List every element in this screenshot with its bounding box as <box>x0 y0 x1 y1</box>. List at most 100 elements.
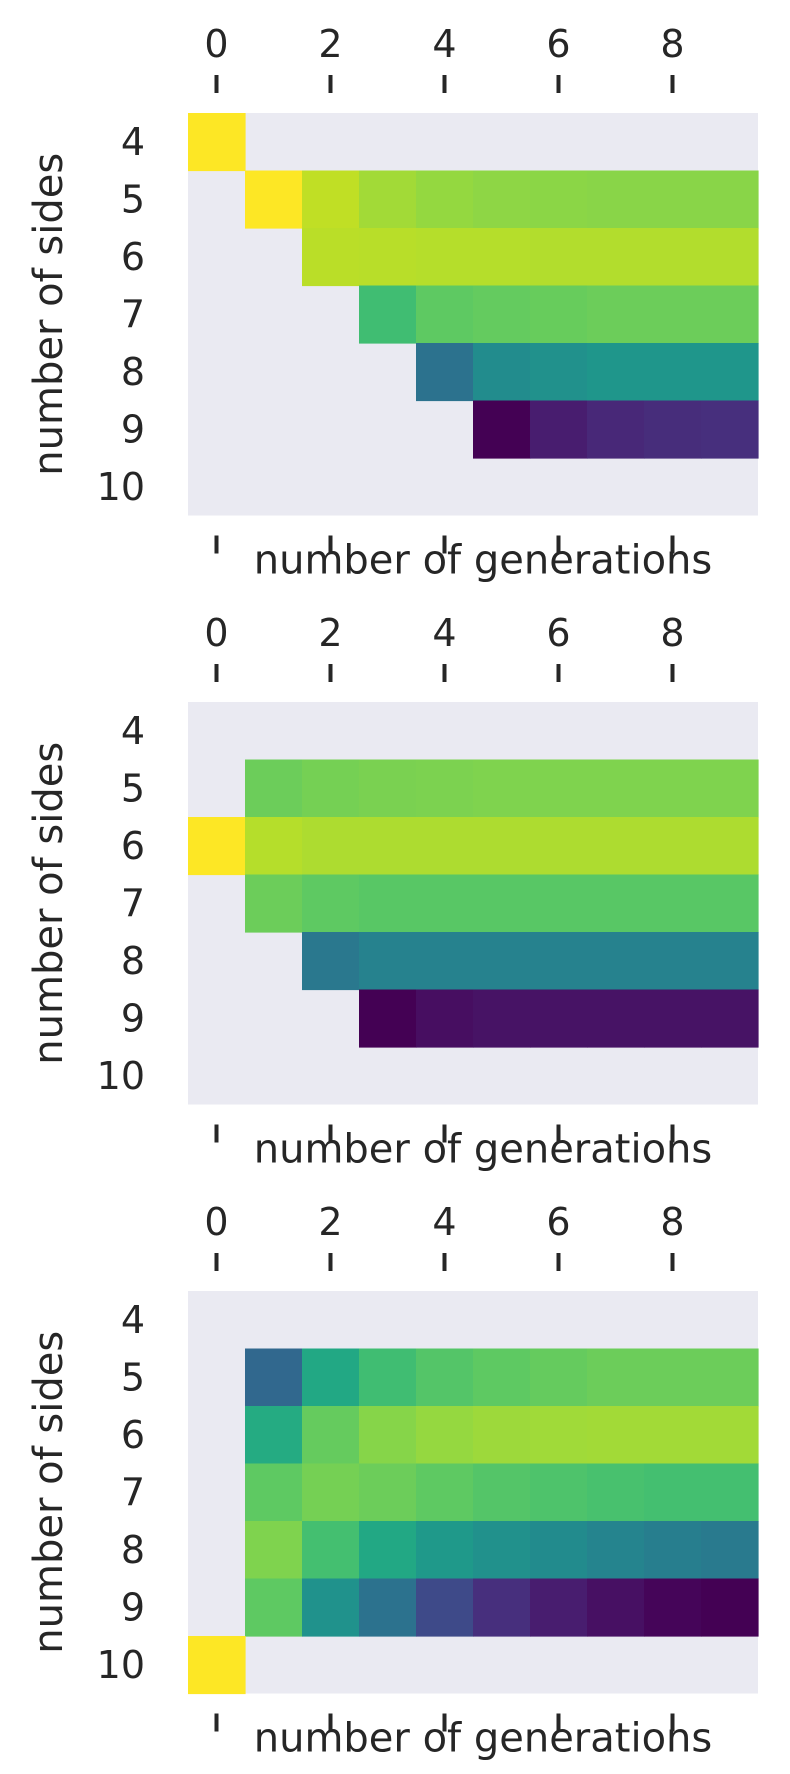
heatmap-cell <box>359 1578 417 1637</box>
y-tick-label: 5 <box>121 766 145 810</box>
y-tick-label: 5 <box>121 1355 145 1399</box>
heatmap-cell <box>587 1406 645 1465</box>
heatmap-panel-3: 0 2 4 6 8 4 5 6 7 8 9 10 number of generations number… <box>26 1200 759 1762</box>
heatmap-cell <box>587 285 645 344</box>
heatmap-cell <box>587 228 645 287</box>
heatmap-cell <box>530 1578 588 1637</box>
heatmap-cell <box>416 343 474 402</box>
heatmap-cell <box>644 759 702 818</box>
y-tick-label: 7 <box>121 292 145 336</box>
heatmap-cell <box>530 817 588 876</box>
heatmap-cell <box>530 285 588 344</box>
heatmap-cell <box>473 1406 531 1465</box>
heatmap-cell <box>245 759 303 818</box>
x-tick-label: 0 <box>204 1200 228 1244</box>
heatmap-cell <box>188 1636 246 1695</box>
heatmap-cell <box>302 170 360 229</box>
heatmap-cell <box>644 874 702 933</box>
heatmap-cell <box>473 400 531 459</box>
heatmap-panel-1: 0 2 4 6 8 4 5 6 7 8 9 10 number of generations number… <box>26 22 759 584</box>
heatmap-cell <box>473 170 531 229</box>
heatmap-cell <box>302 1521 360 1580</box>
heatmap-cell <box>587 170 645 229</box>
heatmap-cell <box>644 343 702 402</box>
heatmap-cell <box>245 170 303 229</box>
heatmap-cell <box>245 1521 303 1580</box>
heatmap-cell <box>587 989 645 1048</box>
y-tick-label: 10 <box>97 1643 145 1687</box>
heatmap-cell <box>302 932 360 991</box>
heatmap-cell <box>359 1348 417 1407</box>
heatmap-cell <box>644 1463 702 1522</box>
heatmap-cell <box>473 989 531 1048</box>
heatmap-cell <box>587 1578 645 1637</box>
heatmap-cell <box>359 759 417 818</box>
heatmap-cell <box>701 1406 759 1465</box>
heatmap-cell <box>473 285 531 344</box>
heatmap-cell <box>644 1406 702 1465</box>
heatmap-cell <box>416 759 474 818</box>
y-tick-label: 6 <box>121 1413 145 1457</box>
heatmap-cell <box>302 759 360 818</box>
y-axis-label: number of sides <box>26 1331 72 1654</box>
heatmap-cell <box>701 400 759 459</box>
heatmap-cell <box>701 285 759 344</box>
y-tick-label: 4 <box>121 1298 145 1342</box>
heatmap-cell <box>701 759 759 818</box>
heatmap-cell <box>416 817 474 876</box>
heatmap-cell <box>644 1521 702 1580</box>
heatmap-cell <box>701 1348 759 1407</box>
heatmap-cell <box>359 170 417 229</box>
heatmap-cell <box>701 932 759 991</box>
y-tick-label: 6 <box>121 824 145 868</box>
heatmap-cell <box>359 932 417 991</box>
heatmap-cell <box>587 1521 645 1580</box>
y-tick-label: 9 <box>121 996 145 1040</box>
heatmap-cell <box>644 932 702 991</box>
x-tick-label: 2 <box>318 1200 342 1244</box>
x-tick-label: 6 <box>546 22 570 66</box>
heatmap-cell <box>530 1463 588 1522</box>
heatmap-cell <box>416 285 474 344</box>
heatmap-cell <box>587 874 645 933</box>
x-tick-label: 8 <box>660 1200 684 1244</box>
x-tick-label: 4 <box>432 22 456 66</box>
heatmap-cell <box>530 1406 588 1465</box>
heatmap-cell <box>416 228 474 287</box>
x-tick-label: 8 <box>660 22 684 66</box>
heatmap-cell <box>359 228 417 287</box>
heatmap-cell <box>473 1348 531 1407</box>
heatmap-cell <box>416 1463 474 1522</box>
heatmap-cell <box>473 228 531 287</box>
y-axis-label: number of sides <box>26 153 72 476</box>
heatmap-cell <box>473 874 531 933</box>
heatmap-cell <box>359 1406 417 1465</box>
heatmap-cell <box>701 874 759 933</box>
y-axis-label: number of sides <box>26 742 72 1065</box>
heatmap-cell <box>359 874 417 933</box>
heatmap-cell <box>473 1463 531 1522</box>
heatmap-cell <box>416 989 474 1048</box>
x-tick-label: 0 <box>204 611 228 655</box>
heatmap-cell <box>701 170 759 229</box>
heatmap-cell <box>302 1348 360 1407</box>
heatmap-cell <box>644 1348 702 1407</box>
heatmap-cell <box>530 170 588 229</box>
heatmap-cell <box>245 817 303 876</box>
heatmap-cell <box>530 1348 588 1407</box>
y-tick-label: 7 <box>121 881 145 925</box>
heatmap-cell <box>359 285 417 344</box>
heatmap-cell <box>644 228 702 287</box>
heatmap-cell <box>416 1406 474 1465</box>
heatmap-cell <box>644 817 702 876</box>
heatmap-cell <box>587 817 645 876</box>
y-tick-label: 8 <box>121 1528 145 1572</box>
heatmap-panel-2: 0 2 4 6 8 4 5 6 7 8 9 10 number of generations number… <box>26 611 759 1173</box>
y-tick-label: 10 <box>97 1054 145 1098</box>
heatmap-cell <box>245 1348 303 1407</box>
heatmap-cell <box>302 874 360 933</box>
heatmap-cell <box>302 1578 360 1637</box>
y-tick-label: 9 <box>121 1585 145 1629</box>
heatmap-cell <box>245 1578 303 1637</box>
